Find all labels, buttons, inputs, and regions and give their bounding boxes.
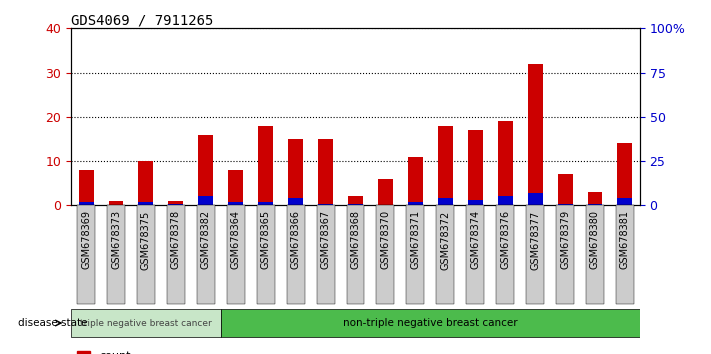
Bar	[258, 202, 273, 205]
Bar	[617, 143, 632, 205]
Bar	[198, 196, 213, 205]
FancyBboxPatch shape	[407, 205, 424, 304]
Bar	[139, 202, 154, 205]
FancyBboxPatch shape	[466, 205, 484, 304]
Bar	[318, 204, 333, 205]
FancyBboxPatch shape	[257, 205, 274, 304]
Bar	[79, 170, 94, 205]
FancyBboxPatch shape	[526, 205, 544, 304]
Text: GSM678381: GSM678381	[620, 210, 630, 269]
Bar	[79, 202, 94, 205]
FancyBboxPatch shape	[167, 205, 185, 304]
Bar	[528, 64, 542, 205]
Bar	[318, 139, 333, 205]
Bar	[228, 170, 243, 205]
Text: GSM678370: GSM678370	[380, 210, 390, 269]
Text: GSM678366: GSM678366	[291, 210, 301, 269]
Text: GSM678374: GSM678374	[470, 210, 480, 269]
Text: GSM678375: GSM678375	[141, 210, 151, 269]
Bar	[288, 139, 303, 205]
Bar	[258, 126, 273, 205]
Legend: count, percentile rank within the sample: count, percentile rank within the sample	[77, 351, 287, 354]
Bar	[438, 198, 453, 205]
FancyBboxPatch shape	[376, 205, 395, 304]
Bar	[408, 156, 423, 205]
Bar	[198, 135, 213, 205]
FancyBboxPatch shape	[586, 205, 604, 304]
Bar	[348, 196, 363, 205]
Bar	[288, 198, 303, 205]
FancyBboxPatch shape	[107, 205, 125, 304]
Text: GSM678378: GSM678378	[171, 210, 181, 269]
Bar	[498, 121, 513, 205]
Bar	[557, 204, 572, 205]
Text: GSM678372: GSM678372	[440, 210, 450, 269]
FancyBboxPatch shape	[221, 309, 640, 337]
Bar	[468, 130, 483, 205]
FancyBboxPatch shape	[71, 309, 221, 337]
FancyBboxPatch shape	[437, 205, 454, 304]
Text: GSM678364: GSM678364	[231, 210, 241, 269]
Bar	[378, 179, 393, 205]
FancyBboxPatch shape	[556, 205, 574, 304]
Text: GDS4069 / 7911265: GDS4069 / 7911265	[71, 13, 213, 27]
FancyBboxPatch shape	[316, 205, 335, 304]
Bar	[169, 201, 183, 205]
Bar	[169, 204, 183, 205]
Text: GSM678382: GSM678382	[201, 210, 211, 269]
Bar	[587, 192, 602, 205]
FancyBboxPatch shape	[287, 205, 304, 304]
Bar	[109, 201, 124, 205]
Bar	[438, 126, 453, 205]
FancyBboxPatch shape	[346, 205, 365, 304]
Text: GSM678368: GSM678368	[351, 210, 360, 269]
Bar	[587, 204, 602, 205]
Text: GSM678367: GSM678367	[321, 210, 331, 269]
Text: GSM678369: GSM678369	[81, 210, 91, 269]
Text: non-triple negative breast cancer: non-triple negative breast cancer	[343, 318, 518, 328]
Text: GSM678377: GSM678377	[530, 210, 540, 269]
Bar	[228, 202, 243, 205]
Text: GSM678365: GSM678365	[261, 210, 271, 269]
FancyBboxPatch shape	[496, 205, 514, 304]
Bar	[498, 196, 513, 205]
Text: disease state: disease state	[18, 318, 87, 328]
Bar	[468, 200, 483, 205]
Bar	[139, 161, 154, 205]
FancyBboxPatch shape	[137, 205, 155, 304]
Bar	[557, 175, 572, 205]
Text: GSM678376: GSM678376	[500, 210, 510, 269]
Text: triple negative breast cancer: triple negative breast cancer	[80, 319, 212, 327]
Text: GSM678373: GSM678373	[111, 210, 121, 269]
Text: GSM678371: GSM678371	[410, 210, 420, 269]
FancyBboxPatch shape	[616, 205, 634, 304]
FancyBboxPatch shape	[197, 205, 215, 304]
Bar	[528, 193, 542, 205]
FancyBboxPatch shape	[77, 205, 95, 304]
Text: GSM678380: GSM678380	[590, 210, 600, 269]
Bar	[617, 198, 632, 205]
Text: GSM678379: GSM678379	[560, 210, 570, 269]
FancyBboxPatch shape	[227, 205, 245, 304]
Bar	[348, 204, 363, 205]
Bar	[408, 202, 423, 205]
